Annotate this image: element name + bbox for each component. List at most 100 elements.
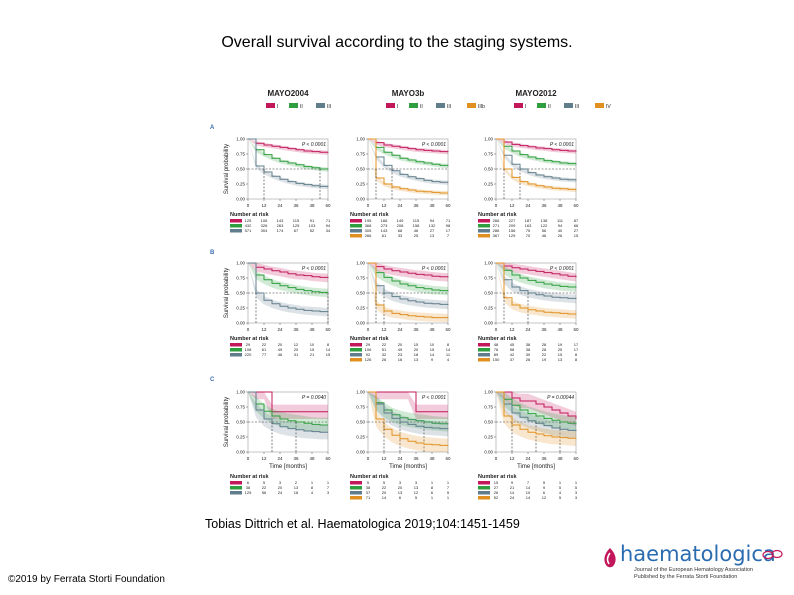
- risk-count: 49: [398, 347, 403, 352]
- x-tick-label: 24: [525, 456, 531, 461]
- risk-count: 9: [511, 480, 514, 485]
- x-tick-label: 12: [509, 327, 515, 332]
- y-tick-label: 0.50: [356, 420, 365, 425]
- x-tick-label: 12: [509, 203, 515, 208]
- risk-count: 56: [262, 490, 267, 495]
- risk-table-title: Number at risk: [478, 336, 517, 342]
- risk-count: 7: [527, 480, 530, 485]
- risk-count: 40: [558, 228, 563, 233]
- risk-count: 52: [310, 228, 315, 233]
- y-tick-label: 0.25: [356, 182, 365, 187]
- legend-swatch-iii: [564, 103, 573, 108]
- row-label-a: A: [210, 125, 215, 131]
- risk-count: 10: [430, 342, 435, 347]
- y-tick-label: 0.00: [236, 450, 245, 455]
- p-value: P < 0.0001: [302, 266, 326, 272]
- risk-table-title: Number at risk: [350, 474, 389, 480]
- legend-label-iii: III: [575, 104, 579, 110]
- legend-label-i: I: [525, 104, 526, 110]
- risk-count: 150: [493, 357, 500, 362]
- x-tick-label: 0: [367, 327, 370, 332]
- risk-count: 18: [294, 490, 299, 495]
- risk-count: 4: [311, 490, 314, 495]
- risk-count: 115: [293, 218, 300, 223]
- risk-count: 12: [294, 342, 299, 347]
- x-tick-label: 24: [397, 327, 403, 332]
- legend-swatch-i: [266, 103, 275, 108]
- y-tick-label: 0.50: [236, 420, 245, 425]
- legend-label-iv: IV: [606, 104, 611, 110]
- risk-count: 94: [326, 223, 331, 228]
- risk-count: 15: [430, 347, 435, 352]
- risk-count: 51: [382, 347, 387, 352]
- legend-label-ii: II: [300, 104, 303, 110]
- risk-count: 89: [494, 352, 499, 357]
- ci-band-iv: [496, 392, 576, 446]
- y-tick-label: 0.00: [484, 450, 493, 455]
- legend-swatch-i: [386, 103, 395, 108]
- risk-count: 138: [541, 218, 548, 223]
- risk-row-swatch-ii: [230, 224, 242, 228]
- risk-count: 71: [366, 495, 371, 500]
- risk-count: 1: [311, 480, 314, 485]
- risk-count: 5: [543, 480, 546, 485]
- y-tick-label: 0.75: [484, 276, 493, 281]
- x-tick-label: 36: [541, 327, 547, 332]
- survival-curve-iii: [368, 138, 449, 183]
- risk-count: 26: [382, 357, 387, 362]
- risk-row-swatch-iiib: [350, 496, 362, 500]
- y-tick-label: 0.75: [356, 405, 365, 410]
- x-tick-label: 36: [541, 456, 547, 461]
- risk-count: 15: [494, 480, 499, 485]
- risk-count: 132: [429, 223, 436, 228]
- p-value: P < 0.0001: [422, 395, 446, 401]
- risk-count: 22: [262, 485, 267, 490]
- survival-curve-iv: [496, 138, 577, 190]
- ci-band-i: [496, 392, 576, 427]
- legend-swatch-iii: [316, 103, 325, 108]
- risk-count: 91: [310, 218, 315, 223]
- y-tick-label: 0.50: [484, 420, 493, 425]
- ci-band-iii: [248, 392, 328, 440]
- risk-count: 29: [366, 342, 371, 347]
- risk-count: 22: [262, 342, 267, 347]
- risk-row-swatch-iiib: [350, 234, 362, 238]
- risk-count: 5: [367, 480, 370, 485]
- survival-curve-iii: [368, 391, 449, 430]
- x-tick-label: 12: [261, 327, 267, 332]
- risk-row-swatch-ii: [478, 486, 490, 490]
- y-tick-label: 0.75: [236, 152, 245, 157]
- risk-count: 326: [261, 223, 268, 228]
- y-tick-label: 1.00: [236, 261, 245, 266]
- risk-table-title: Number at risk: [350, 212, 389, 218]
- risk-count: 24: [510, 495, 515, 500]
- risk-count: 22: [382, 485, 387, 490]
- risk-count: 33: [398, 233, 403, 238]
- risk-count: 166: [381, 218, 388, 223]
- risk-count: 1: [431, 480, 434, 485]
- y-tick-label: 0.00: [484, 197, 493, 202]
- risk-count: 26: [558, 233, 563, 238]
- risk-count: 22: [382, 342, 387, 347]
- risk-count: 71: [446, 218, 451, 223]
- risk-count: 15: [558, 352, 563, 357]
- risk-count: 38: [246, 485, 251, 490]
- risk-count: 38: [526, 342, 531, 347]
- risk-count: 7: [327, 485, 330, 490]
- risk-count: 68: [398, 228, 403, 233]
- risk-count: 266: [365, 233, 372, 238]
- risk-row-swatch-ii: [478, 224, 490, 228]
- risk-count: 17: [446, 228, 451, 233]
- risk-row-swatch-iv: [478, 358, 490, 362]
- y-tick-label: 0.75: [356, 276, 365, 281]
- x-tick-label: 0: [247, 456, 250, 461]
- risk-count: 70: [526, 233, 531, 238]
- survival-curve-i: [248, 262, 329, 278]
- x-tick-label: 48: [309, 203, 315, 208]
- x-tick-label: 36: [413, 456, 419, 461]
- risk-count: 21: [310, 352, 315, 357]
- risk-table-title: Number at risk: [478, 212, 517, 218]
- ci-band-ii: [248, 263, 328, 298]
- x-tick-label: 48: [309, 327, 315, 332]
- x-tick-label: 60: [573, 203, 579, 208]
